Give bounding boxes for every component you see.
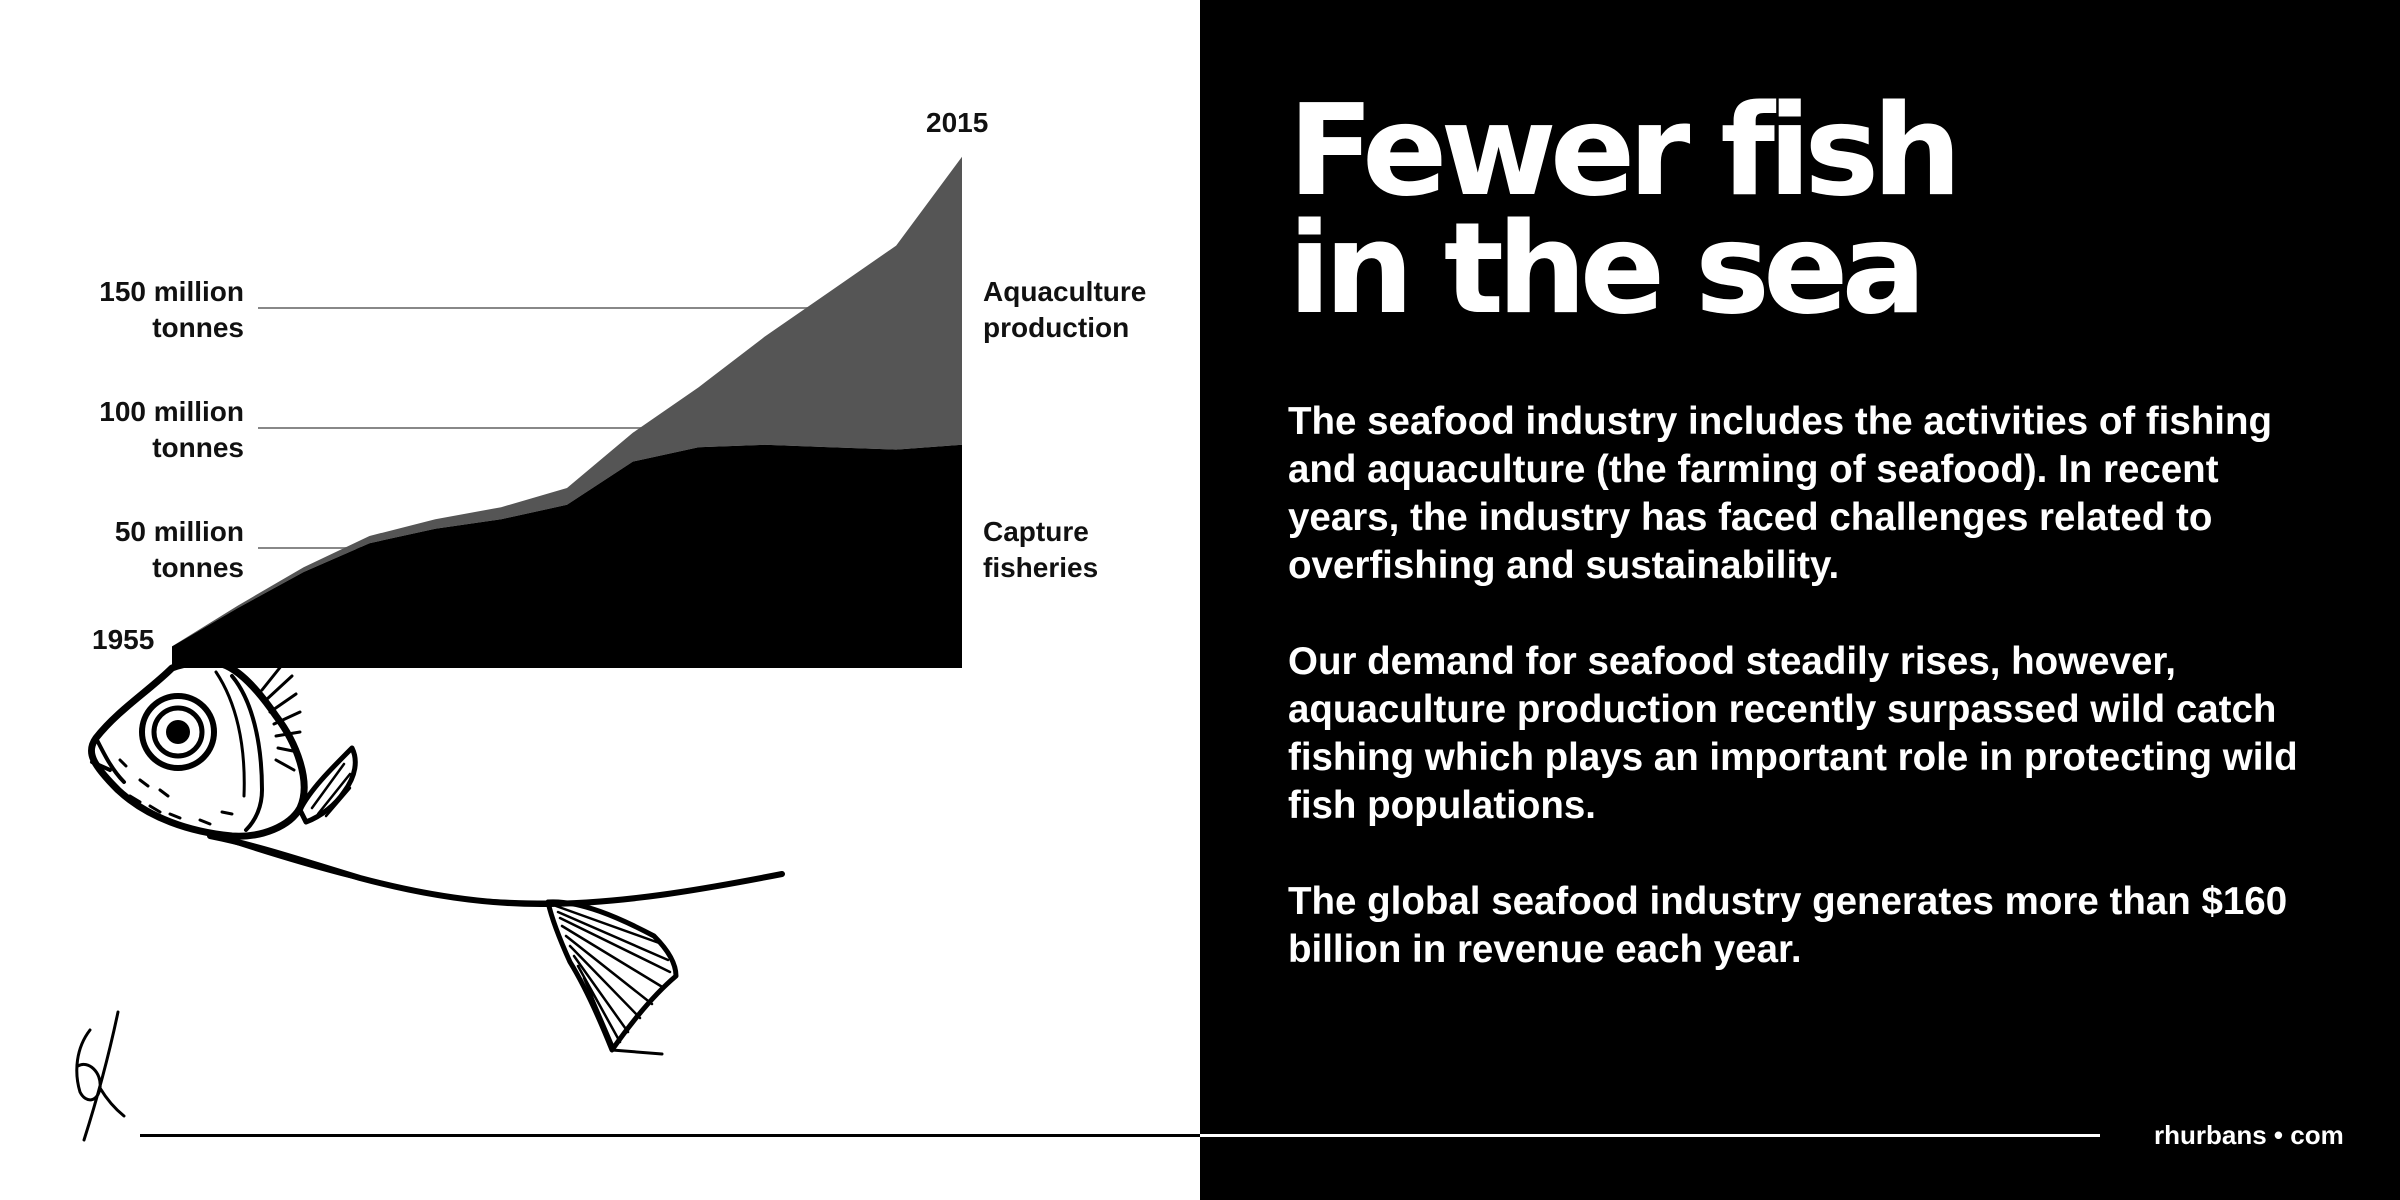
footer-rule-left: [140, 1134, 1200, 1137]
brand-link[interactable]: rhurbans • com: [2154, 1120, 2344, 1150]
series-capture-fisheries-area: [172, 444, 962, 668]
y-tick-50: 50 million tonnes: [114, 516, 244, 583]
paragraph-demand: Our demand for seafood steadily rises, h…: [1288, 640, 2298, 827]
footer-rule-right: [1200, 1134, 2100, 1137]
y-tick-150: 150 million tonnes: [99, 276, 244, 343]
x-label-end-year: 2015: [926, 106, 989, 138]
paragraph-industry: The seafood industry includes the activi…: [1288, 400, 2273, 587]
text-panel: [1200, 0, 2400, 1200]
page-title: Fewer fish in the sea: [1288, 77, 1962, 342]
legend-capture-fisheries: Capture fisheries: [983, 516, 1099, 583]
signature-mark: [75, 1010, 126, 1142]
body-text: The seafood industry includes the activi…: [1288, 398, 2328, 1022]
chart: [87, 156, 962, 1056]
legend-aquaculture: Aquaculture production: [983, 276, 1147, 343]
y-tick-100: 100 million tonnes: [99, 396, 244, 463]
series-aquaculture-area: [172, 156, 962, 647]
paragraph-revenue: The global seafood industry generates mo…: [1288, 880, 2288, 971]
fish-illustration: [87, 658, 785, 1056]
x-label-start-year: 1955: [92, 624, 155, 655]
